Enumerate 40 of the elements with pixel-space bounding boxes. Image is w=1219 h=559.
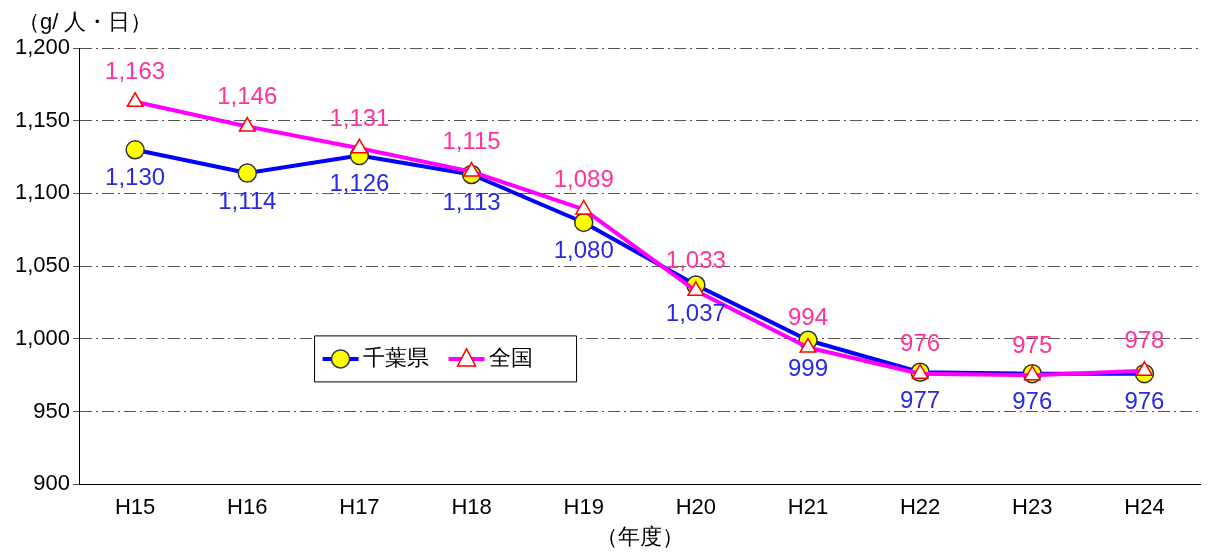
y-tick-label: 1,050 <box>14 252 71 278</box>
legend-label: 全国 <box>488 344 533 370</box>
x-tick-label: H15 <box>114 494 156 520</box>
y-tick-label: 1,100 <box>14 179 71 205</box>
data-label: 1,113 <box>442 188 501 216</box>
x-tick-label: H18 <box>451 494 492 520</box>
data-label: 976 <box>1124 387 1165 415</box>
x-tick-label: H24 <box>1124 494 1165 520</box>
data-label: 978 <box>1124 326 1165 354</box>
legend-label: 千葉県 <box>362 344 429 370</box>
x-tick-label: H17 <box>339 494 380 520</box>
y-tick-label: 950 <box>33 397 71 423</box>
data-label: 1,037 <box>665 298 726 326</box>
x-tick-label: H21 <box>787 494 829 520</box>
data-label: 994 <box>787 303 829 331</box>
x-tick-label: H23 <box>1012 494 1053 520</box>
x-tick-label: H20 <box>675 494 717 520</box>
y-tick-label: 1,000 <box>14 324 71 350</box>
data-label: 1,163 <box>105 57 166 85</box>
y-tick-label: 1,150 <box>14 106 71 132</box>
data-label: 1,130 <box>105 163 166 191</box>
y-tick-label: 900 <box>33 470 71 496</box>
data-label: 999 <box>787 353 829 381</box>
y-axis-title: （g/ 人・日） <box>18 9 153 35</box>
data-label: 1,126 <box>329 169 390 197</box>
y-tick-label: 1,200 <box>14 34 71 60</box>
data-label: 1,080 <box>553 236 614 264</box>
x-tick-label: H22 <box>899 494 941 520</box>
data-label: 976 <box>1012 387 1053 415</box>
data-label: 1,131 <box>329 103 390 131</box>
data-label: 977 <box>900 385 941 413</box>
data-label: 1,114 <box>218 186 277 214</box>
data-label: 1,089 <box>553 165 614 193</box>
x-tick-label: H16 <box>227 494 268 520</box>
x-axis-title: （年度） <box>595 523 684 549</box>
data-label: 1,115 <box>442 127 501 155</box>
data-label: 976 <box>900 329 941 357</box>
x-tick-label: H19 <box>563 494 604 520</box>
data-label: 975 <box>1012 330 1053 358</box>
data-label: 1,146 <box>217 82 278 110</box>
